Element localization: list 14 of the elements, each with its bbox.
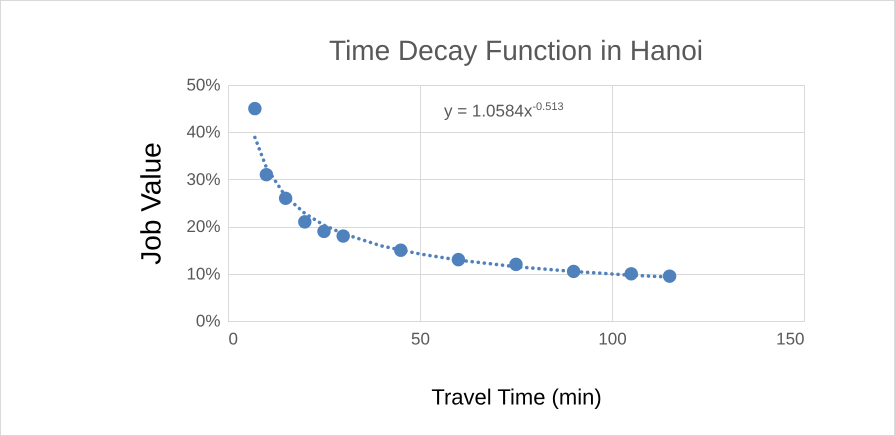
x-tick-label: 150 bbox=[776, 330, 804, 348]
annotation: y = 1.0584x$^{-0.513}$ bbox=[444, 101, 564, 122]
chart-title: Time Decay Function in Hanoi bbox=[328, 35, 704, 66]
x-tick-label: 100 bbox=[598, 330, 627, 348]
y-tick-label: 10% bbox=[186, 264, 220, 284]
y-tick-label: 40% bbox=[186, 122, 220, 142]
y-tick-label: 0% bbox=[196, 312, 220, 330]
x-tick-label: 50 bbox=[411, 330, 430, 348]
y-axis-title: Job Value bbox=[135, 142, 166, 265]
y-tick-label: 20% bbox=[186, 217, 220, 236]
y-tick-label: 30% bbox=[186, 170, 220, 189]
y-tick-label: 50% bbox=[186, 76, 220, 94]
x-axis-title: Travel Time (min) bbox=[431, 384, 602, 410]
x-tick-label: 0 bbox=[228, 330, 238, 348]
